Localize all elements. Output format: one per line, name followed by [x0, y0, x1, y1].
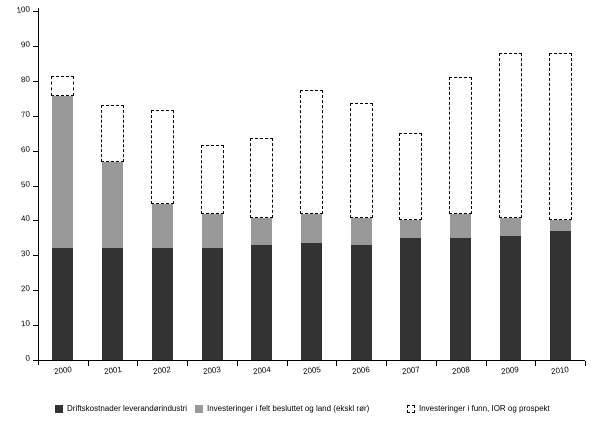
x-tick-label: 2009: [500, 364, 520, 377]
x-tick-mark: [486, 361, 487, 366]
y-tick-label: 10: [20, 318, 31, 329]
bar-segment-1-2008: [450, 213, 472, 238]
legend-marker-solid-dark-icon: [55, 404, 63, 413]
bar-segment-2-2009: [498, 52, 522, 218]
bar-segment-0-2000: [52, 248, 74, 360]
legend-item-driftskostnader: Driftskostnader leverandørindustri: [55, 404, 187, 413]
legend-marker-solid-gray-icon: [195, 404, 203, 413]
bar-segment-2-2006: [349, 103, 373, 218]
x-tick-mark: [436, 361, 437, 366]
legend-item-investeringer-funn: Investeringer i funn, IOR og prospekt: [407, 404, 550, 413]
bar-segment-2-2005: [300, 89, 323, 215]
x-tick-mark: [88, 361, 89, 366]
y-tick-label: 30: [20, 248, 31, 259]
bar-segment-1-2010: [549, 218, 571, 231]
bar-segment-0-2004: [251, 244, 273, 360]
x-tick-label: 2005: [302, 364, 321, 377]
y-tick-mark: [33, 220, 38, 222]
y-tick-label: 100: [16, 4, 31, 15]
y-tick-label: 70: [20, 109, 31, 120]
bar-segment-0-2007: [400, 237, 422, 360]
y-tick-mark: [33, 115, 38, 117]
bar-segment-1-2004: [251, 216, 273, 245]
bar-segment-2-2000: [51, 75, 75, 96]
y-tick-mark: [33, 360, 38, 361]
legend-label-investeringer-funn: Investeringer i funn, IOR og prospekt: [419, 404, 550, 413]
y-tick-mark: [33, 325, 38, 327]
bar-segment-0-2009: [499, 236, 521, 360]
bar-segment-1-2002: [151, 202, 173, 249]
x-axis-line: [38, 360, 585, 361]
y-tick-mark: [33, 185, 38, 187]
bar-segment-2-2007: [399, 133, 423, 220]
bar-segment-1-2000: [52, 94, 74, 249]
x-tick-mark: [287, 361, 288, 366]
y-tick-mark: [33, 11, 38, 12]
y-tick-mark: [33, 290, 38, 292]
bar-segment-2-2008: [449, 77, 473, 215]
legend-label-investeringer-felt: Investeringer i felt besluttet og land (…: [207, 404, 370, 413]
bar-segment-2-2002: [150, 110, 174, 204]
x-tick-mark: [386, 361, 387, 366]
x-tick-label: 2010: [550, 364, 570, 377]
legend-marker-dashed-outline-icon: [407, 404, 415, 413]
legend-item-investeringer-felt: Investeringer i felt besluttet og land (…: [195, 404, 369, 413]
x-tick-mark: [137, 361, 138, 366]
x-tick-mark: [336, 361, 337, 366]
y-tick-label: 80: [20, 74, 31, 85]
y-tick-label: 90: [20, 39, 31, 50]
bar-segment-1-2003: [201, 213, 223, 249]
x-tick-label: 2000: [53, 364, 73, 377]
y-tick-label: 60: [20, 144, 31, 154]
bar-segment-0-2010: [549, 230, 571, 360]
y-tick-label: 40: [20, 213, 31, 224]
x-tick-mark: [237, 361, 238, 366]
bar-segment-1-2001: [102, 161, 124, 249]
x-tick-label: 2007: [401, 364, 421, 377]
y-tick-label: 0: [24, 353, 31, 363]
x-tick-label: 2006: [351, 364, 371, 377]
bar-segment-2-2010: [548, 52, 572, 220]
y-tick-mark: [33, 80, 38, 82]
y-tick-mark: [33, 150, 38, 152]
y-axis-line: [38, 8, 39, 365]
legend: Driftskostnader leverandørindustri Inves…: [0, 400, 608, 422]
y-tick-mark: [33, 255, 38, 257]
bar-segment-2-2003: [200, 145, 224, 215]
x-tick-label: 2001: [103, 364, 122, 377]
bar-segment-1-2009: [499, 216, 521, 237]
plot-area: 0 10 20 30 40 50 60 70 80 90 100 2000 2001 2002 2003 20…: [16, 4, 586, 377]
bar-segment-0-2008: [450, 237, 472, 360]
x-tick-label: 2003: [202, 364, 222, 377]
x-tick-label: 2004: [252, 364, 272, 377]
y-tick-label: 20: [20, 283, 31, 294]
x-tick-mark: [585, 361, 586, 366]
x-tick-label: 2008: [451, 364, 470, 377]
bar-segment-0-2006: [350, 244, 372, 360]
bar-segment-2-2004: [250, 138, 274, 218]
bar-segment-0-2005: [301, 243, 322, 360]
bar-segment-1-2007: [400, 218, 422, 238]
bar-segment-0-2002: [151, 248, 173, 360]
x-tick-mark: [187, 361, 188, 366]
bar-segment-0-2001: [102, 248, 124, 360]
x-tick-mark: [535, 361, 536, 366]
bar-segment-2-2001: [101, 105, 125, 163]
bar-segment-1-2006: [350, 216, 372, 245]
y-tick-mark: [33, 45, 38, 47]
x-tick-label: 2002: [152, 364, 172, 377]
bar-segment-1-2005: [301, 213, 322, 244]
y-tick-label: 50: [20, 178, 31, 189]
bar-segment-0-2003: [201, 248, 223, 360]
legend-label-driftskostnader: Driftskostnader leverandørindustri: [67, 404, 188, 413]
